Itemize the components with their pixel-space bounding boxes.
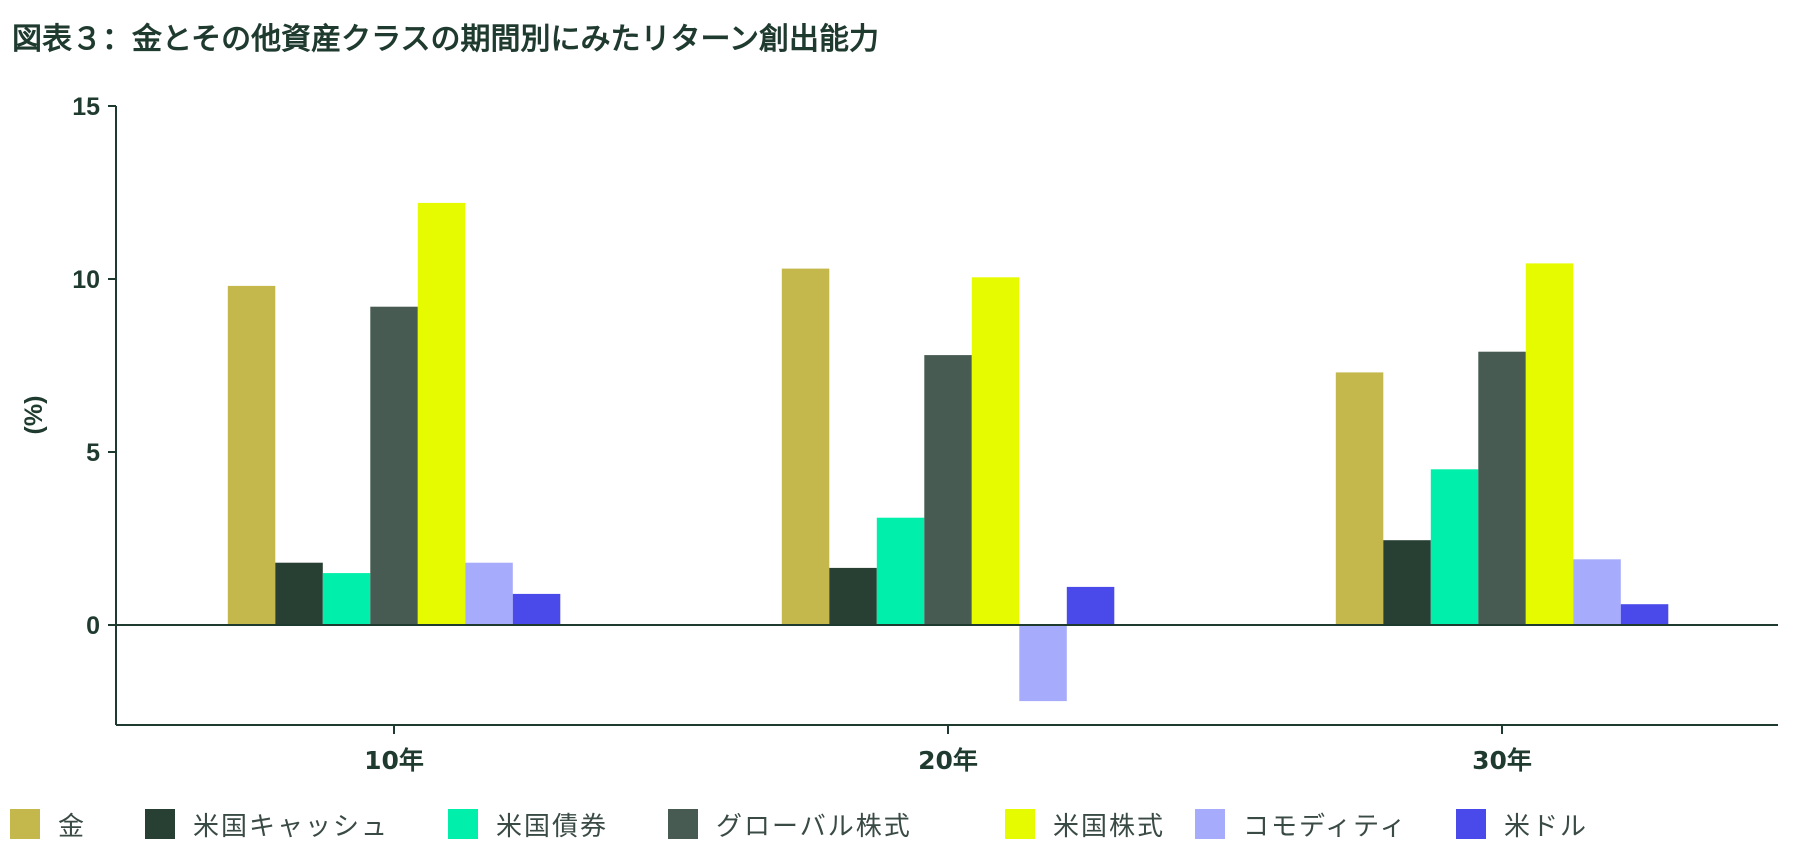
y-tick-label-15: 15 [72,93,100,121]
y-tick-label-0: 0 [86,612,100,640]
legend-item-3: 米国債券 [448,806,608,842]
x-tick-label-3: 30年 [1472,746,1532,775]
legend-swatch [448,809,478,839]
legend-item-7: 米ドル [1456,806,1588,842]
bar-2-2 [829,567,877,625]
y-tick-label-10: 10 [72,266,100,294]
legend-label: グローバル株式 [716,811,912,842]
bar-3-6 [1573,559,1621,625]
y-axis-label: (%) [20,396,48,435]
bar-3-5 [1525,263,1574,625]
bar-3-2 [1383,540,1431,625]
legend-swatch [1456,809,1486,839]
y-tick-label-5: 5 [86,439,100,467]
bar-3-1 [1335,372,1384,625]
legend-item-6: コモディティ [1195,806,1408,842]
bar-1-4 [370,306,418,625]
legend-label: 米国株式 [1053,811,1166,842]
bar-1-6 [465,562,513,625]
legend-item-4: グローバル株式 [668,806,912,842]
bar-2-3 [876,517,925,625]
legend-swatch [10,809,40,839]
bar-2-7 [1066,586,1115,625]
legend: 金 米国キャッシュ 米国債券 グローバル株式 米国株式 コモディティ 米ドル [10,806,1790,842]
bars-layer [227,202,1669,702]
legend-swatch [1195,809,1225,839]
bar-3-3 [1430,469,1479,625]
legend-item-5: 米国株式 [1005,806,1165,842]
legend-swatch [145,809,175,839]
legend-item-1: 金 [10,806,86,842]
legend-label: 米国債券 [496,811,609,842]
bar-1-3 [322,573,371,625]
bar-3-4 [1478,351,1526,625]
legend-label: コモディティ [1243,811,1408,842]
bar-2-1 [781,268,830,625]
bar-1-7 [512,593,561,625]
bar-2-5 [971,277,1020,625]
axes-layer: 0 5 10 15 10年 20年 30年 [72,93,1778,775]
legend-label: 金 [58,811,87,842]
bar-2-6 [1019,625,1067,702]
bar-1-2 [275,562,323,625]
x-tick-label-2: 20年 [918,746,978,775]
legend-label: 米国キャッシュ [193,811,390,842]
bar-3-7 [1620,604,1669,625]
bar-1-5 [417,202,466,625]
legend-item-2: 米国キャッシュ [145,806,389,842]
bar-2-4 [924,355,972,625]
chart-title: 図表３：金とその他資産クラスの期間別にみたリターン創出能力 [12,22,879,57]
x-tick-label-1: 10年 [364,746,424,775]
legend-label: 米ドル [1504,811,1589,842]
legend-swatch [1005,809,1035,839]
bar-1-1 [227,285,276,625]
legend-swatch [668,809,698,839]
